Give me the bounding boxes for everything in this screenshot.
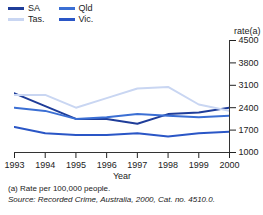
svg-text:2400: 2400 (239, 103, 259, 113)
svg-text:3800: 3800 (239, 58, 259, 68)
html-text:(a) Rate per 100,000 people.: (a) Rate per 100,000 people. (8, 184, 111, 193)
svg-text:2000: 2000 (219, 160, 239, 170)
html-text:Vic.: Vic. (78, 14, 94, 24)
svg-text:1994: 1994 (35, 160, 55, 170)
svg-text:1993: 1993 (4, 160, 24, 170)
svg-text:1998: 1998 (158, 160, 178, 170)
svg-text:1997: 1997 (127, 160, 147, 170)
html-text:Tas.: Tas. (28, 14, 45, 24)
html-text:Qld: Qld (78, 3, 93, 13)
svg-text:rate(a): rate(a) (234, 26, 261, 36)
svg-text:1700: 1700 (239, 125, 259, 135)
svg-text:1999: 1999 (189, 160, 209, 170)
svg-text:3100: 3100 (239, 80, 259, 90)
html-text:SA: SA (28, 3, 40, 13)
svg-text:Year: Year (113, 171, 131, 181)
html-text:Source: Recorded Crime, Austra: Source: Recorded Crime, Australia, 2000,… (8, 195, 215, 204)
svg-text:4500: 4500 (239, 35, 259, 45)
svg-text:1000: 1000 (239, 147, 259, 157)
svg-text:1996: 1996 (97, 160, 117, 170)
svg-text:1995: 1995 (66, 160, 86, 170)
